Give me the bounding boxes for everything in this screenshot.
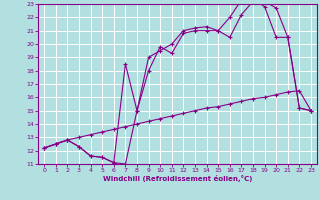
X-axis label: Windchill (Refroidissement éolien,°C): Windchill (Refroidissement éolien,°C)	[103, 175, 252, 182]
